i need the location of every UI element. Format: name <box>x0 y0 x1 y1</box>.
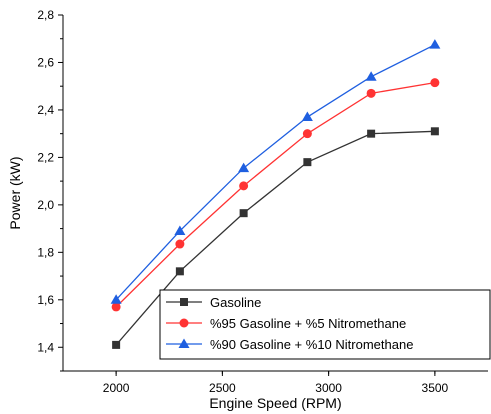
x-tick-label: 3500 <box>422 381 449 395</box>
y-tick-label: 2,4 <box>37 103 54 117</box>
y-tick-label: 2,8 <box>37 8 54 22</box>
data-point <box>301 111 313 122</box>
series-layer <box>110 39 441 349</box>
x-axis-title: Engine Speed (RPM) <box>209 395 341 411</box>
series-line <box>115 130 435 346</box>
x-tick-label: 2000 <box>103 381 130 395</box>
series-line <box>115 81 435 308</box>
legend-box <box>159 289 491 360</box>
data-point <box>367 129 376 138</box>
y-tick-label: 1,8 <box>37 245 54 259</box>
y-tick-label: 2,0 <box>37 198 54 212</box>
legend-marker <box>179 318 189 328</box>
legend-entry: %90 Gasoline + %10 Nitromethane <box>166 337 413 352</box>
data-point <box>302 129 312 139</box>
data-point <box>174 225 186 235</box>
x-tick-label: 2500 <box>209 381 236 395</box>
data-point <box>175 239 185 249</box>
legend-marker <box>178 338 190 348</box>
data-point <box>239 209 248 218</box>
legend: Gasoline %95 Gasoline + %5 Nitromethane %9… <box>159 289 491 360</box>
y-tick-label: 1,4 <box>37 340 54 354</box>
x-tick-label: 3000 <box>315 381 342 395</box>
y-tick-label: 2,2 <box>37 150 54 164</box>
axes: 2000 2500 3000 3500 1,4 1,6 1,8 2,0 2,2 2,4 2,6 2,8 <box>37 8 488 395</box>
y-tick-label: 2,6 <box>37 55 54 69</box>
data-point <box>175 267 184 276</box>
legend-marker <box>180 298 188 306</box>
legend-label: %95 Gasoline + %5 Nitromethane <box>210 316 406 331</box>
data-point <box>110 294 122 304</box>
data-point <box>430 78 440 88</box>
legend-label: %90 Gasoline + %10 Nitromethane <box>210 337 413 352</box>
series-1 <box>112 127 439 349</box>
legend-entry: %95 Gasoline + %5 Nitromethane <box>166 316 406 331</box>
y-tick-label: 1,6 <box>37 293 54 307</box>
legend-entry: Gasoline <box>166 295 261 310</box>
data-point <box>430 127 439 136</box>
series-3 <box>110 39 441 304</box>
data-point <box>111 302 121 312</box>
data-point <box>429 39 441 49</box>
data-point <box>366 88 376 98</box>
data-point <box>238 162 250 173</box>
series-2 <box>111 78 440 312</box>
series-line <box>115 44 436 301</box>
legend-label: Gasoline <box>210 295 261 310</box>
y-axis-title: Power (kW) <box>7 156 23 229</box>
data-point <box>239 181 249 191</box>
data-point <box>112 340 121 349</box>
data-point <box>303 158 312 167</box>
data-point <box>365 71 377 81</box>
